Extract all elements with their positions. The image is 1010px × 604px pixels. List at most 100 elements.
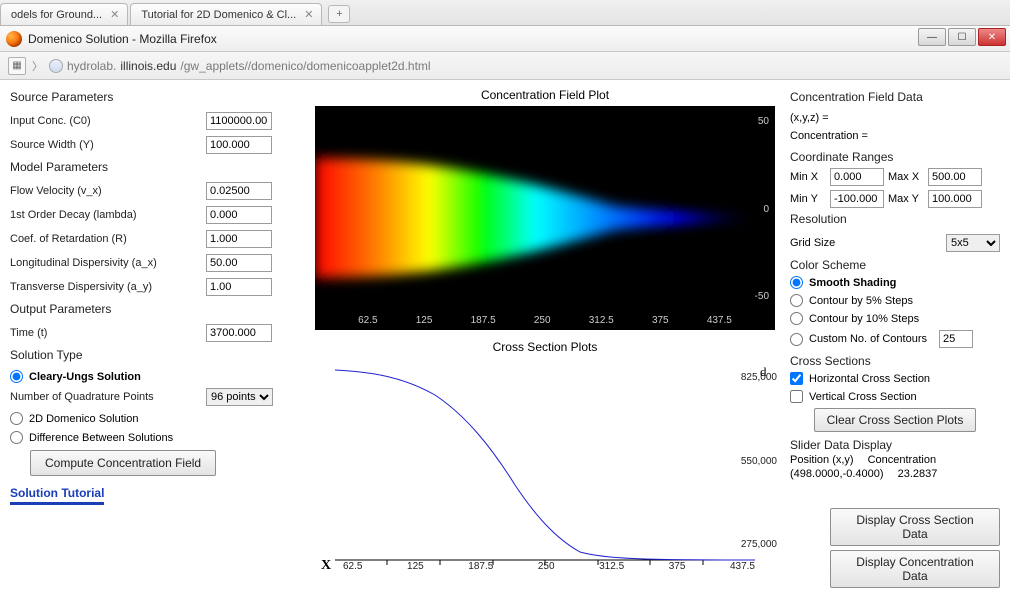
field-plot-title: Concentration Field Plot [308,88,782,102]
miny-label: Min Y [790,193,826,205]
output-params-title: Output Parameters [10,302,300,316]
gridsize-label: Grid Size [790,237,835,249]
contour5-radio[interactable]: Contour by 5% Steps [790,294,1000,307]
cross-plot-title: Cross Section Plots [308,340,782,354]
tab-tutorial[interactable]: Tutorial for 2D Domenico & Cl... ✕ [130,3,322,25]
y-tick: 50 [758,116,769,127]
horizontal-cs-check[interactable]: Horizontal Cross Section [790,372,1000,385]
retardation-label: Coef. of Retardation (R) [10,233,200,245]
maxx-label: Max X [888,171,924,183]
vertical-cs-check[interactable]: Vertical Cross Section [790,390,1000,403]
y-tick: -50 [755,291,769,302]
compute-button[interactable]: Compute Concentration Field [30,450,216,476]
x-tick: 187.5 [471,315,496,326]
maxy-label: Max Y [888,193,924,205]
conc-value: 23.2837 [898,468,938,480]
x-axis-label: X [321,558,331,574]
x-tick: 62.5 [358,315,377,326]
ax-label: Longitudinal Dispersivity (a_x) [10,257,200,269]
input-conc-label: Input Conc. (C0) [10,115,200,127]
field-data-title: Concentration Field Data [790,90,1000,104]
colorscheme-title: Color Scheme [790,258,1000,272]
x-tick: 375 [669,561,686,572]
x-tick: 187.5 [468,561,493,572]
position-header: Position (x,y) [790,454,854,466]
source-params-title: Source Parameters [10,90,300,104]
smooth-shading-radio[interactable]: Smooth Shading [790,276,1000,289]
new-tab-button[interactable]: + [328,5,350,23]
domenico-radio[interactable]: 2D Domenico Solution [10,412,300,425]
window-title: Domenico Solution - Mozilla Firefox [28,32,217,46]
x-tick: 312.5 [589,315,614,326]
x-tick: 437.5 [707,315,732,326]
y-tick: 0 [763,204,769,215]
globe-icon [49,59,63,73]
site-identity-icon[interactable]: ▦ [8,57,26,75]
url-path: /gw_applets//domenico/domenicoapplet2d.h… [180,59,430,73]
conc-readout: Concentration = [790,130,1000,142]
solution-tutorial-link[interactable]: Solution Tutorial [10,486,104,505]
cleary-ungs-radio[interactable]: Cleary-Ungs Solution [10,370,300,383]
minx-label: Min X [790,171,826,183]
url-host: illinois.edu [120,59,176,73]
tab-models[interactable]: odels for Ground... ✕ [0,3,128,25]
xyz-readout: (x,y,z) = [790,112,1000,124]
solution-type-title: Solution Type [10,348,300,362]
x-tick: 250 [534,315,551,326]
crosssections-title: Cross Sections [790,354,1000,368]
tab-label: odels for Ground... [11,9,102,21]
model-params-title: Model Parameters [10,160,300,174]
flow-velocity-field[interactable] [206,182,272,200]
x-tick: 125 [416,315,433,326]
x-tick: 312.5 [599,561,624,572]
custom-contour-field[interactable] [939,330,973,348]
coord-ranges-title: Coordinate Ranges [790,150,1000,164]
display-cross-data-button[interactable]: Display Cross Section Data [830,508,1000,546]
display-conc-data-button[interactable]: Display Concentration Data [830,550,1000,588]
url-bar[interactable]: hydrolab. illinois.edu/gw_applets//domeni… [49,59,431,73]
custom-contour-radio[interactable]: Custom No. of Contours [790,330,1000,348]
input-conc-field[interactable] [206,112,272,130]
close-icon[interactable]: ✕ [110,8,119,21]
x-tick: 437.5 [730,561,755,572]
decay-field[interactable] [206,206,272,224]
difference-radio[interactable]: Difference Between Solutions [10,431,300,444]
conc-header: Concentration [868,454,937,466]
y-tick: 275,000 [741,539,777,550]
source-width-label: Source Width (Y) [10,139,200,151]
miny-field[interactable] [830,190,884,208]
ax-field[interactable] [206,254,272,272]
time-label: Time (t) [10,327,200,339]
url-prefix: hydrolab. [67,59,116,73]
cross-section-plot[interactable]: d 825,000 550,000 275,000 62.5 125 187.5… [315,360,775,580]
quadrature-select[interactable]: 96 points [206,388,273,406]
ay-field[interactable] [206,278,272,296]
source-width-field[interactable] [206,136,272,154]
tab-label: Tutorial for 2D Domenico & Cl... [141,9,296,21]
close-icon[interactable]: ✕ [304,8,313,21]
contour10-radio[interactable]: Contour by 10% Steps [790,312,1000,325]
time-field[interactable] [206,324,272,342]
quadrature-label: Number of Quadrature Points [10,391,200,403]
slider-title: Slider Data Display [790,438,1000,452]
maximize-button[interactable]: ☐ [948,28,976,46]
x-tick: 250 [538,561,555,572]
y-tick: 825,000 [741,372,777,383]
concentration-field-plot[interactable]: 50 0 -50 62.5 125 187.5 250 312.5 375 43… [315,106,775,330]
maxy-field[interactable] [928,190,982,208]
maxx-field[interactable] [928,168,982,186]
retardation-field[interactable] [206,230,272,248]
gridsize-select[interactable]: 5x5 [946,234,1000,252]
minimize-button[interactable]: — [918,28,946,46]
x-tick: 62.5 [343,561,362,572]
y-tick: 550,000 [741,456,777,467]
clear-cross-button[interactable]: Clear Cross Section Plots [814,408,977,432]
firefox-icon [6,31,22,47]
x-tick: 125 [407,561,424,572]
minx-field[interactable] [830,168,884,186]
resolution-title: Resolution [790,212,1000,226]
close-button[interactable]: ✕ [978,28,1006,46]
position-value: (498.0000,-0.4000) [790,468,884,480]
flow-velocity-label: Flow Velocity (v_x) [10,185,200,197]
ay-label: Transverse Dispersivity (a_y) [10,281,200,293]
